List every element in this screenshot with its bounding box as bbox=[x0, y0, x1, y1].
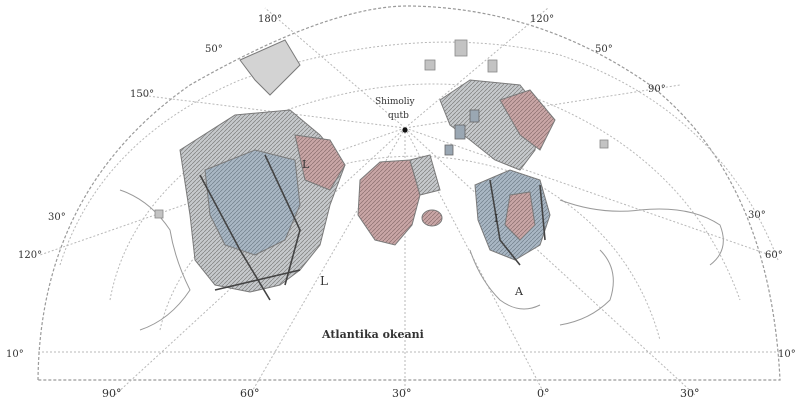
degree-label-60-bottom: 60° bbox=[240, 387, 260, 400]
degree-label-30-bottom-west: 30° bbox=[392, 387, 412, 400]
plate-label-i: I bbox=[494, 212, 498, 225]
degree-label-10-left: 10° bbox=[6, 349, 24, 360]
plate-label-l-top: L bbox=[302, 158, 310, 171]
degree-label-50-right: 50° bbox=[595, 44, 613, 55]
north-america-landmass bbox=[119, 39, 346, 331]
degree-label-90-right: 90° bbox=[648, 84, 666, 95]
degree-label-30-right: 30° bbox=[748, 210, 766, 221]
degree-label-90-bottom: 90° bbox=[102, 387, 122, 400]
degree-label-150: 150° bbox=[130, 89, 154, 100]
latitude-grid bbox=[38, 41, 780, 353]
arctic-ocean-label-1: Shimoliy bbox=[375, 97, 416, 107]
degree-label-10-right: 10° bbox=[778, 349, 796, 360]
degree-label-120-top: 120° bbox=[530, 14, 554, 25]
plate-label-a: A bbox=[514, 285, 524, 298]
degree-label-60-right: 60° bbox=[765, 250, 783, 261]
north-pole-marker bbox=[402, 127, 408, 133]
degree-label-30-left: 30° bbox=[48, 212, 66, 223]
plate-label-l: L bbox=[320, 274, 328, 288]
degree-labels: 180° 120° 50° 50° 150° 90° 30° 30° 120° … bbox=[6, 14, 796, 400]
arctic-ocean-label-2: qutb bbox=[388, 111, 409, 121]
map-frame bbox=[37, 5, 781, 381]
arctic-islands bbox=[154, 39, 609, 219]
degree-label-30-bottom-east: 30° bbox=[680, 387, 700, 400]
degree-label-180: 180° bbox=[258, 14, 282, 25]
degree-label-50-left: 50° bbox=[205, 44, 223, 55]
degree-label-0-bottom: 0° bbox=[537, 387, 550, 400]
greenland-landmass bbox=[357, 154, 443, 246]
eurasia-landmass bbox=[439, 79, 724, 326]
degree-label-120-left: 120° bbox=[18, 250, 42, 261]
atlantic-ocean-label: Atlantika okeani bbox=[321, 328, 424, 341]
